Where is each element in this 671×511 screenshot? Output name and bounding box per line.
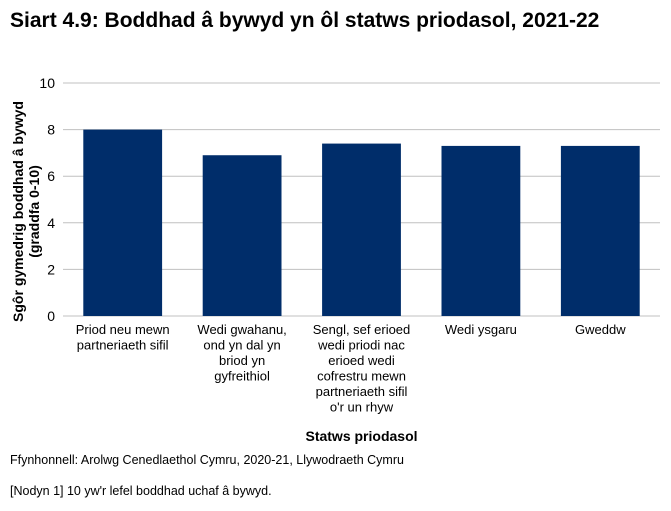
x-tick-label: partneriaeth sifil: [77, 338, 169, 353]
x-tick-label: Priod neu mewn: [76, 322, 170, 337]
y-tick-label: 10: [39, 75, 55, 91]
x-tick-label: cofrestru mewn: [317, 369, 406, 384]
y-tick-label: 2: [47, 261, 55, 277]
bar: [441, 145, 521, 316]
y-tick-label: 0: [47, 308, 55, 324]
source-text: Ffynhonnell: Arolwg Cenedlaethol Cymru, …: [10, 453, 404, 467]
y-tick-label: 6: [47, 168, 55, 184]
bar: [322, 143, 401, 316]
x-tick-label: ond yn dal yn: [203, 338, 280, 353]
x-tick-label: o'r un rhyw: [330, 400, 394, 415]
x-tick-label: erioed wedi: [328, 353, 395, 368]
x-tick-label: partneriaeth sifil: [316, 384, 408, 399]
y-axis-title: (graddfa 0-10): [26, 165, 42, 258]
bar: [202, 155, 282, 316]
bar: [83, 129, 163, 316]
x-tick-label: gyfreithiol: [214, 369, 270, 384]
x-tick-label: Sengl, sef erioed: [313, 322, 411, 337]
x-tick-label: briod yn: [219, 353, 265, 368]
bar: [560, 145, 640, 316]
x-tick-label: Wedi ysgaru: [445, 322, 517, 337]
y-tick-label: 8: [47, 122, 55, 138]
note-text: [Nodyn 1] 10 yw'r lefel boddhad uchaf â …: [10, 484, 272, 498]
chart-title: Siart 4.9: Boddhad â bywyd yn ôl statws …: [10, 9, 600, 32]
x-tick-label: Wedi gwahanu,: [197, 322, 286, 337]
x-axis-title: Statws priodasol: [305, 428, 417, 444]
x-tick-label: wedi priodi nac: [317, 338, 405, 353]
y-axis-title: Sgôr gymedrig boddhad â bywyd: [10, 101, 26, 322]
y-tick-label: 4: [47, 215, 55, 231]
x-tick-label: Gweddw: [575, 322, 626, 337]
